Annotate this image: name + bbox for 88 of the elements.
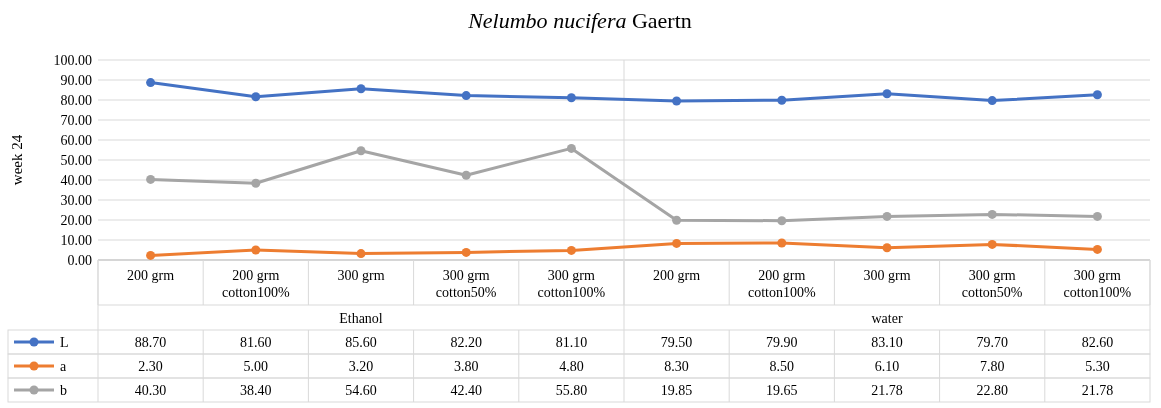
y-tick-label: 80.00 (60, 93, 92, 108)
point (1092, 211, 1102, 221)
point (672, 238, 682, 248)
point (461, 247, 471, 257)
data-label: 79.70 (976, 335, 1008, 350)
y-tick-label: 100.00 (53, 53, 92, 68)
data-label: 7.80 (979, 359, 1005, 374)
data-label: 81.60 (240, 335, 272, 350)
chart-title: Nelumbo nucifera Gaertn (467, 8, 692, 33)
point (356, 249, 366, 259)
data-label: 79.90 (766, 335, 798, 350)
y-tick-label: 90.00 (60, 73, 92, 88)
point (251, 178, 261, 188)
point (987, 209, 997, 219)
legend-label: L (60, 335, 69, 350)
point (146, 78, 156, 88)
data-label: 85.60 (345, 335, 377, 350)
point (566, 245, 576, 255)
data-label: 5.00 (243, 359, 269, 374)
point (882, 89, 892, 99)
point (777, 238, 787, 248)
x-tick-label: 300 grm cotton50% (435, 268, 497, 300)
point (672, 96, 682, 106)
point (777, 216, 787, 226)
data-label: 21.78 (1081, 383, 1114, 398)
data-label: 38.40 (240, 383, 272, 398)
y-tick-label: 50.00 (60, 153, 92, 168)
data-label: 79.50 (660, 335, 693, 350)
data-label: 82.20 (450, 335, 482, 350)
point (882, 211, 892, 221)
y-tick-label: 60.00 (60, 133, 92, 148)
x-tick-label: 200 grm (653, 268, 701, 283)
point (461, 170, 471, 180)
data-label: 8.30 (664, 359, 689, 374)
y-tick-label: 10.00 (60, 233, 92, 248)
x-tick-label: 300 grm (863, 268, 911, 283)
data-label: 40.30 (134, 383, 167, 398)
data-label: 4.80 (559, 359, 584, 374)
x-tick-label: 200 grm cotton100% (221, 268, 290, 300)
data-label: 8.50 (769, 359, 795, 374)
point (1092, 90, 1102, 100)
point (987, 239, 997, 249)
point (987, 96, 997, 106)
y-tick-label: 20.00 (60, 213, 92, 228)
data-label: 88.70 (134, 335, 167, 350)
y-tick-label: 0.00 (67, 253, 92, 268)
point (356, 146, 366, 156)
point (1092, 244, 1102, 254)
x-tick-label: 200 grm cotton100% (747, 268, 816, 300)
point (461, 91, 471, 101)
y-tick-label: 30.00 (60, 193, 92, 208)
data-label: 3.20 (348, 359, 374, 374)
point (251, 245, 261, 255)
legend-label: a (60, 359, 67, 374)
point (251, 92, 261, 102)
point (356, 84, 366, 94)
data-label: 6.10 (874, 359, 900, 374)
point (566, 143, 576, 153)
data-label: 82.60 (1081, 335, 1114, 350)
x-tick-label: 200 grm (127, 268, 175, 283)
point (777, 95, 787, 105)
y-tick-label: 40.00 (60, 173, 92, 188)
data-label: 19.65 (766, 383, 798, 398)
text: water (871, 311, 903, 326)
point (566, 93, 576, 103)
data-label: 2.30 (138, 359, 163, 374)
text: Ethanol (339, 311, 383, 326)
data-label: 55.80 (555, 383, 588, 398)
x-tick-label: 300 grm cotton50% (961, 268, 1023, 300)
x-tick-label: 300 grm cotton100% (1063, 268, 1132, 300)
y-axis-title: week 24 (9, 134, 25, 186)
y-tick-label: 70.00 (60, 113, 92, 128)
legend-label: b (60, 383, 67, 398)
x-tick-label: 300 grm (337, 268, 385, 283)
data-label: 3.80 (453, 359, 479, 374)
data-label: 22.80 (976, 383, 1008, 398)
x-tick-label: 300 grm cotton100% (537, 268, 606, 300)
point (882, 243, 892, 253)
data-label: 42.40 (450, 383, 482, 398)
point (672, 215, 682, 225)
point (146, 250, 156, 260)
point (146, 174, 156, 184)
data-label: 21.78 (871, 383, 903, 398)
data-label: 54.60 (345, 383, 377, 398)
data-label: 83.10 (871, 335, 903, 350)
data-label: 19.85 (660, 383, 693, 398)
data-label: 5.30 (1085, 359, 1110, 374)
data-label: 81.10 (555, 335, 588, 350)
